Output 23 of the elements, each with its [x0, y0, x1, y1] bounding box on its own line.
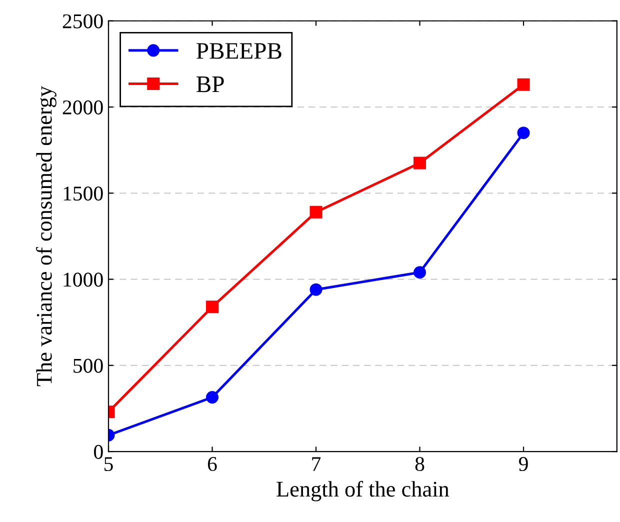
- legend-label: PBEEPB: [196, 43, 282, 59]
- point: [206, 391, 219, 404]
- x-tick-label: 5: [104, 457, 113, 472]
- x-axis-title: Length of the chain: [276, 480, 450, 502]
- point: [517, 126, 530, 140]
- x-tick-label: 6: [208, 457, 217, 472]
- point: [310, 283, 322, 296]
- y-tick-label: 1000: [64, 272, 103, 287]
- point: [414, 156, 426, 170]
- y-axis-title: The variance of consumed energy: [36, 86, 56, 386]
- x-tick-label: 8: [415, 456, 424, 472]
- x-tick-label: 9: [518, 457, 528, 472]
- x-tick-label: 7: [312, 457, 321, 471]
- y-tick-label: 2000: [62, 100, 103, 114]
- y-tick-label: 2500: [62, 14, 103, 28]
- point: [310, 206, 322, 218]
- y-tick-label: 0: [94, 444, 103, 459]
- point: [414, 266, 426, 279]
- point: [206, 300, 219, 314]
- legend-label: BP: [196, 76, 224, 92]
- point: [517, 78, 530, 91]
- y-tick-label: 1500: [64, 186, 103, 201]
- y-tick-label: 500: [74, 358, 103, 373]
